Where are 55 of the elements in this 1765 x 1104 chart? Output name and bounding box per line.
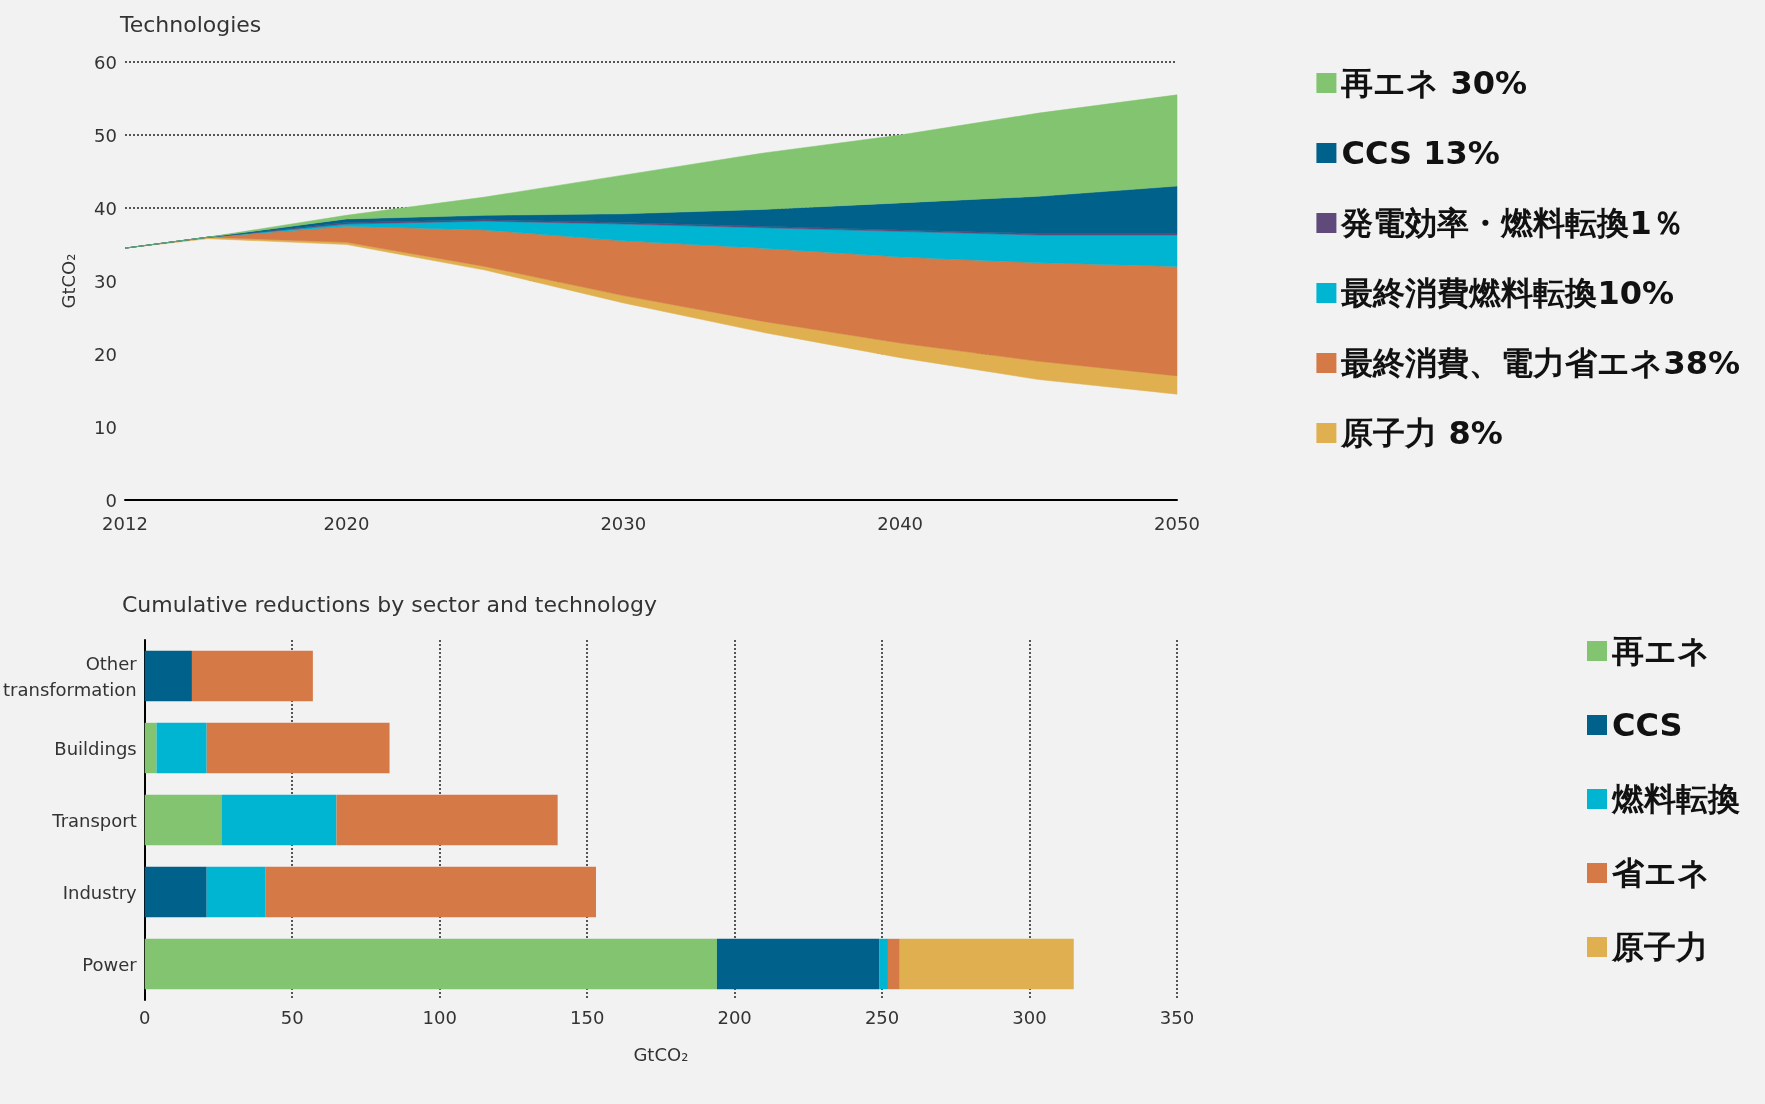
- legend-label: 再エネ 30%: [1340, 64, 1528, 102]
- bar: [144, 938, 717, 990]
- legend-label: 省エネ: [1611, 854, 1710, 892]
- bar: [899, 938, 1074, 990]
- bar: [156, 722, 207, 774]
- bar: [206, 722, 390, 774]
- bar: [265, 866, 596, 918]
- legend-label: 原子力 8%: [1340, 414, 1503, 452]
- y-tick-label: 60: [94, 51, 117, 73]
- y-tick-label: 30: [94, 270, 117, 292]
- bar: [191, 650, 313, 702]
- bar: [144, 866, 207, 918]
- y-tick-label: Other transformation: [2, 652, 138, 700]
- y-tick-label: 40: [94, 197, 117, 219]
- legend-label: CCS: [1612, 706, 1683, 744]
- y-tick-label: Industry: [62, 881, 138, 903]
- chart-title: Technologies: [119, 11, 262, 37]
- chart-title: Cumulative reductions by sector and technology: [122, 591, 657, 617]
- y-axis-title: GtCO₂: [57, 253, 79, 309]
- x-tick-label: 2012: [102, 512, 148, 534]
- x-tick-label: 2020: [323, 512, 370, 534]
- legend-label: 燃料転換: [1611, 780, 1740, 818]
- x-tick-label: 50: [280, 1006, 304, 1028]
- legend-label: 原子力: [1611, 928, 1708, 966]
- bar: [206, 866, 266, 918]
- bar: [221, 794, 337, 846]
- bar: [144, 794, 222, 846]
- y-tick-label: Power: [82, 953, 138, 975]
- x-tick-label: 2040: [877, 512, 924, 534]
- y-tick-label: 20: [94, 343, 117, 365]
- y-tick-label: Buildings: [54, 737, 137, 759]
- bar: [336, 794, 558, 846]
- bar: [144, 650, 192, 702]
- legend-label: 最終消費、電力省エネ38%: [1341, 344, 1740, 382]
- x-tick-label: 300: [1012, 1006, 1047, 1028]
- x-tick-label: 150: [569, 1006, 605, 1028]
- bar: [144, 722, 157, 774]
- x-tick-label: 200: [717, 1006, 752, 1028]
- y-tick-label: Transport: [51, 809, 137, 831]
- legend-label: 最終消費燃料転換10%: [1341, 274, 1674, 312]
- y-tick-label: 0: [105, 489, 117, 511]
- y-tick-label: 10: [94, 416, 117, 438]
- x-tick-label: 250: [864, 1006, 900, 1028]
- bar: [879, 938, 888, 990]
- legend-label: CCS 13%: [1341, 134, 1500, 172]
- x-tick-label: 2030: [600, 512, 647, 534]
- x-tick-label: 100: [422, 1006, 457, 1028]
- x-axis-title: GtCO₂: [633, 1043, 689, 1065]
- y-tick-label: 50: [94, 124, 117, 146]
- x-tick-label: 350: [1159, 1006, 1195, 1028]
- legend-label: 発電効率・燃料転換1％: [1340, 204, 1684, 242]
- bar: [716, 938, 880, 990]
- legend-label: 再エネ: [1611, 632, 1710, 670]
- bar: [887, 938, 900, 990]
- x-tick-label: 2050: [1154, 512, 1200, 534]
